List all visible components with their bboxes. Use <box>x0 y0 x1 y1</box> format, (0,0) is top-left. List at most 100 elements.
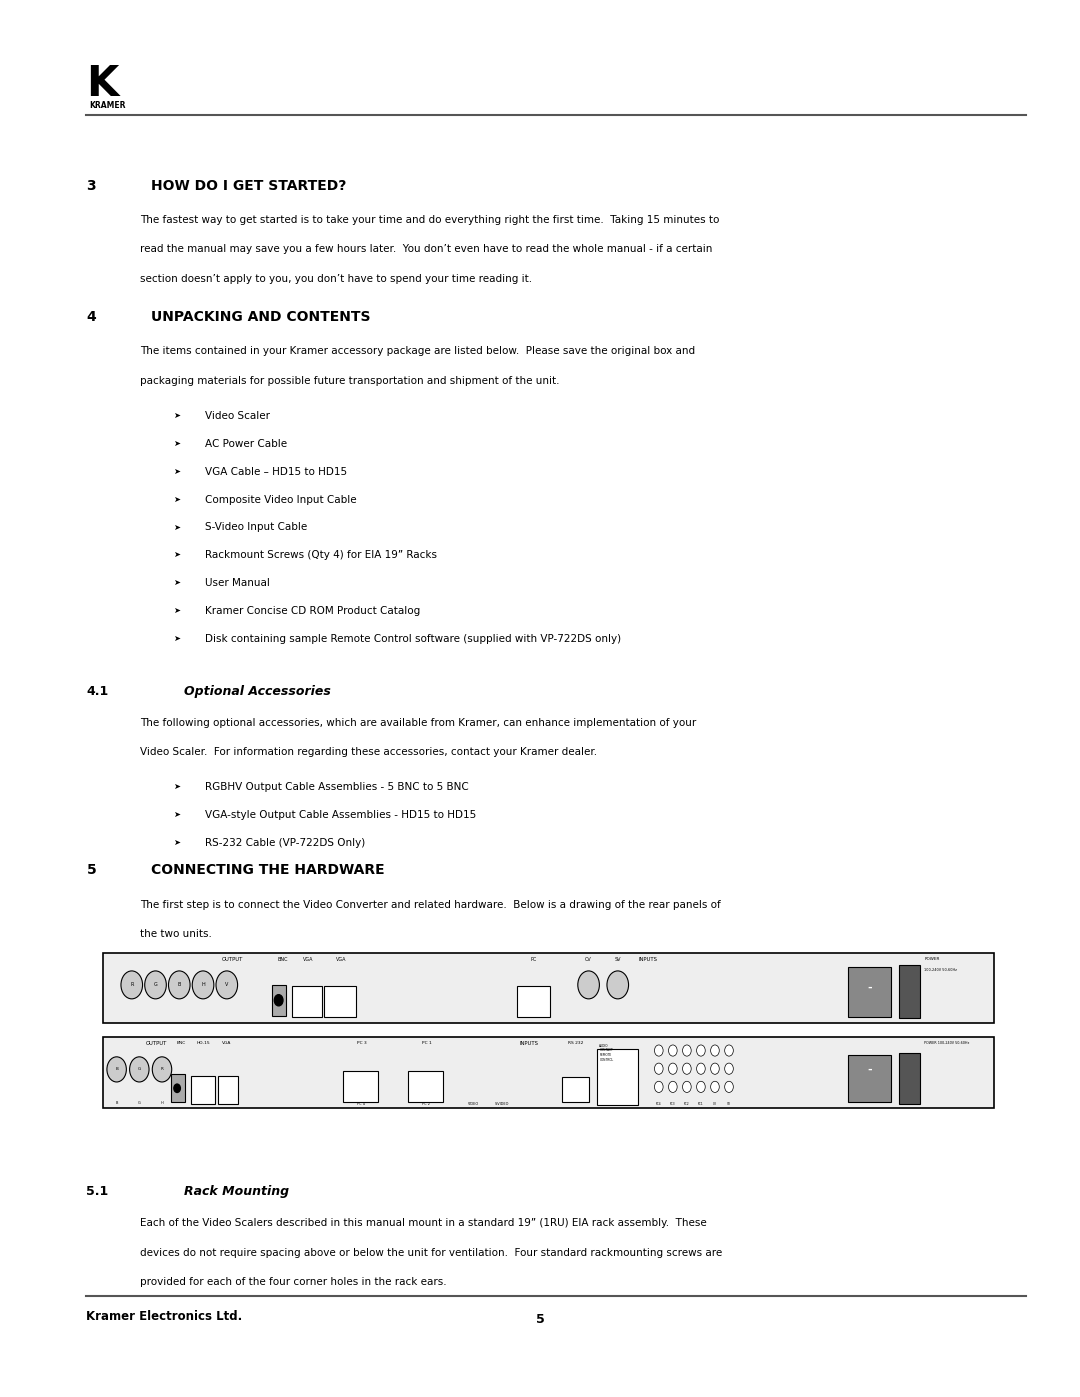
Bar <box>562 1077 589 1102</box>
Text: H: H <box>201 982 205 988</box>
Text: Each of the Video Scalers described in this manual mount in a standard 19” (1RU): Each of the Video Scalers described in t… <box>140 1218 707 1228</box>
Bar <box>899 1053 920 1104</box>
Text: Rack Mounting: Rack Mounting <box>184 1185 288 1197</box>
Text: VGA: VGA <box>302 957 313 963</box>
Text: B: B <box>116 1101 118 1105</box>
Text: PC1: PC1 <box>698 1102 704 1106</box>
Text: CONNECTING THE HARDWARE: CONNECTING THE HARDWARE <box>151 863 384 877</box>
Text: G: G <box>153 982 158 988</box>
Text: ➤: ➤ <box>173 838 179 847</box>
Bar <box>292 986 322 1017</box>
Text: VGA Cable – HD15 to HD15: VGA Cable – HD15 to HD15 <box>205 467 348 476</box>
Circle shape <box>711 1045 719 1056</box>
Circle shape <box>725 1045 733 1056</box>
Text: ➤: ➤ <box>173 634 179 643</box>
Bar <box>103 953 994 1023</box>
Text: ➤: ➤ <box>173 467 179 475</box>
Text: AC Power Cable: AC Power Cable <box>205 439 287 448</box>
Bar <box>848 967 891 1017</box>
Circle shape <box>107 1058 126 1081</box>
Text: VGA: VGA <box>222 1041 231 1045</box>
Text: ➤: ➤ <box>173 411 179 419</box>
Circle shape <box>607 971 629 999</box>
Text: OUTPUT: OUTPUT <box>221 957 243 963</box>
Text: Rackmount Screws (Qty 4) for EIA 19” Racks: Rackmount Screws (Qty 4) for EIA 19” Rac… <box>205 550 437 560</box>
Text: the two units.: the two units. <box>140 929 213 939</box>
Text: Video Scaler: Video Scaler <box>205 411 270 420</box>
Text: B: B <box>177 982 181 988</box>
Text: read the manual may save you a few hours later.  You don’t even have to read the: read the manual may save you a few hours… <box>140 244 713 254</box>
Text: CV: CV <box>713 1102 717 1106</box>
Bar <box>517 986 550 1017</box>
Text: 4: 4 <box>86 310 96 324</box>
Text: UNPACKING AND CONTENTS: UNPACKING AND CONTENTS <box>151 310 370 324</box>
Text: 5: 5 <box>86 863 96 877</box>
Circle shape <box>654 1063 663 1074</box>
Bar <box>848 1055 891 1102</box>
Text: HOW DO I GET STARTED?: HOW DO I GET STARTED? <box>151 179 347 193</box>
Circle shape <box>711 1063 719 1074</box>
Text: PC 1: PC 1 <box>421 1041 432 1045</box>
Text: PC 2: PC 2 <box>421 1102 430 1106</box>
Circle shape <box>274 995 283 1006</box>
Circle shape <box>683 1081 691 1092</box>
Bar <box>343 1071 378 1102</box>
Text: provided for each of the four corner holes in the rack ears.: provided for each of the four corner hol… <box>140 1277 447 1287</box>
Circle shape <box>725 1063 733 1074</box>
Text: BNC: BNC <box>278 957 288 963</box>
Text: The following optional accessories, which are available from Kramer, can enhance: The following optional accessories, whic… <box>140 718 697 728</box>
Text: Disk containing sample Remote Control software (supplied with VP-722DS only): Disk containing sample Remote Control so… <box>205 634 621 644</box>
Circle shape <box>654 1045 663 1056</box>
Text: ➤: ➤ <box>173 522 179 531</box>
Text: -: - <box>867 982 872 993</box>
Text: ➤: ➤ <box>173 578 179 587</box>
Circle shape <box>683 1063 691 1074</box>
Text: ➤: ➤ <box>173 550 179 559</box>
Text: K: K <box>86 63 119 105</box>
Text: POWER: POWER <box>924 957 940 961</box>
Bar <box>171 1074 185 1102</box>
Circle shape <box>669 1081 677 1092</box>
Text: User Manual: User Manual <box>205 578 270 588</box>
Text: VIDEO: VIDEO <box>468 1102 478 1106</box>
Text: H: H <box>161 1101 163 1105</box>
Text: RGBHV Output Cable Assemblies - 5 BNC to 5 BNC: RGBHV Output Cable Assemblies - 5 BNC to… <box>205 782 469 792</box>
Text: RS-232 Cable (VP-722DS Only): RS-232 Cable (VP-722DS Only) <box>205 838 365 848</box>
Text: BNC: BNC <box>177 1041 186 1045</box>
Circle shape <box>168 971 190 999</box>
Circle shape <box>725 1081 733 1092</box>
Text: Optional Accessories: Optional Accessories <box>184 685 330 697</box>
Text: ➤: ➤ <box>173 606 179 615</box>
Text: S-Video Input Cable: S-Video Input Cable <box>205 522 308 532</box>
Circle shape <box>578 971 599 999</box>
Circle shape <box>697 1045 705 1056</box>
Text: INPUTS: INPUTS <box>638 957 658 963</box>
Text: HD-15: HD-15 <box>197 1041 210 1045</box>
Text: packaging materials for possible future transportation and shipment of the unit.: packaging materials for possible future … <box>140 376 559 386</box>
Text: AUDIO
CONTACT
REMOTE
CONTROL: AUDIO CONTACT REMOTE CONTROL <box>599 1044 613 1062</box>
Text: 3: 3 <box>86 179 96 193</box>
Text: B: B <box>116 1067 118 1071</box>
Circle shape <box>121 971 143 999</box>
Text: S-VIDEO: S-VIDEO <box>495 1102 510 1106</box>
Circle shape <box>669 1063 677 1074</box>
Bar <box>597 1049 638 1105</box>
Circle shape <box>697 1063 705 1074</box>
Circle shape <box>711 1081 719 1092</box>
Circle shape <box>683 1045 691 1056</box>
Text: PC 3: PC 3 <box>356 1041 367 1045</box>
Bar <box>324 986 356 1017</box>
Circle shape <box>216 971 238 999</box>
Text: 100-240V 50-60Hz: 100-240V 50-60Hz <box>924 968 958 972</box>
Text: INPUTS: INPUTS <box>519 1041 539 1046</box>
Text: 5: 5 <box>536 1313 544 1326</box>
Bar <box>191 1076 215 1104</box>
Text: The first step is to connect the Video Converter and related hardware.  Below is: The first step is to connect the Video C… <box>140 900 721 909</box>
Text: Kramer Concise CD ROM Product Catalog: Kramer Concise CD ROM Product Catalog <box>205 606 420 616</box>
Text: G: G <box>137 1067 141 1071</box>
Circle shape <box>152 1058 172 1081</box>
Text: -: - <box>867 1065 872 1074</box>
Text: VGA: VGA <box>336 957 347 963</box>
Text: RS 232: RS 232 <box>568 1041 583 1045</box>
Circle shape <box>130 1058 149 1081</box>
